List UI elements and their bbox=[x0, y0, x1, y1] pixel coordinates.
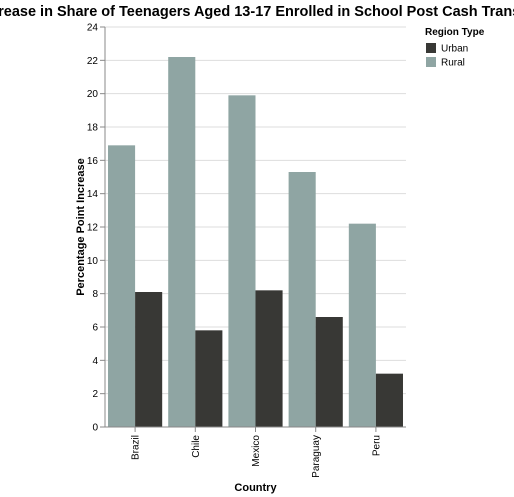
chart-title: Increase in Share of Teenagers Aged 13-1… bbox=[0, 4, 514, 20]
y-tick-label: 20 bbox=[87, 89, 99, 100]
bar-rural-chile bbox=[168, 57, 196, 427]
bar-rural-paraguay bbox=[288, 172, 316, 427]
legend-label-rural: Rural bbox=[441, 58, 465, 69]
y-tick-label: 2 bbox=[92, 389, 98, 400]
bar-urban-peru bbox=[375, 373, 403, 427]
legend-label-urban: Urban bbox=[441, 44, 468, 55]
bar-urban-paraguay bbox=[315, 317, 343, 427]
y-tick-label: 4 bbox=[92, 356, 98, 367]
y-tick-label: 8 bbox=[92, 289, 98, 300]
legend-swatch-rural bbox=[426, 57, 436, 67]
bar-urban-chile bbox=[195, 330, 223, 427]
x-axis-title: Country bbox=[234, 482, 277, 494]
y-tick-label: 6 bbox=[92, 323, 98, 334]
y-tick-label: 24 bbox=[87, 23, 99, 34]
y-tick-label: 18 bbox=[87, 123, 99, 134]
y-tick-label: 16 bbox=[87, 156, 99, 167]
x-tick-label: Brazil bbox=[131, 435, 142, 460]
y-tick-label: 12 bbox=[87, 223, 99, 234]
bar-urban-mexico bbox=[255, 290, 283, 427]
y-tick-label: 22 bbox=[87, 56, 99, 67]
x-tick-label: Mexico bbox=[251, 435, 262, 467]
bar-rural-brazil bbox=[108, 145, 136, 428]
y-tick-label: 10 bbox=[87, 256, 99, 267]
y-tick-label: 14 bbox=[87, 189, 99, 200]
x-tick-label: Peru bbox=[371, 435, 382, 456]
x-tick-label: Paraguay bbox=[311, 435, 322, 478]
legend-title: Region Type bbox=[425, 27, 485, 38]
legend: Region Type Urban Rural bbox=[425, 27, 485, 69]
bars bbox=[108, 57, 403, 428]
legend-swatch-urban bbox=[426, 43, 436, 53]
bar-rural-mexico bbox=[228, 95, 256, 427]
bar-urban-brazil bbox=[135, 292, 163, 427]
x-tick-label: Chile bbox=[191, 435, 202, 458]
y-tick-label: 0 bbox=[92, 423, 98, 434]
bar-rural-peru bbox=[348, 223, 376, 427]
y-axis-title: Percentage Point Increase bbox=[75, 158, 87, 296]
